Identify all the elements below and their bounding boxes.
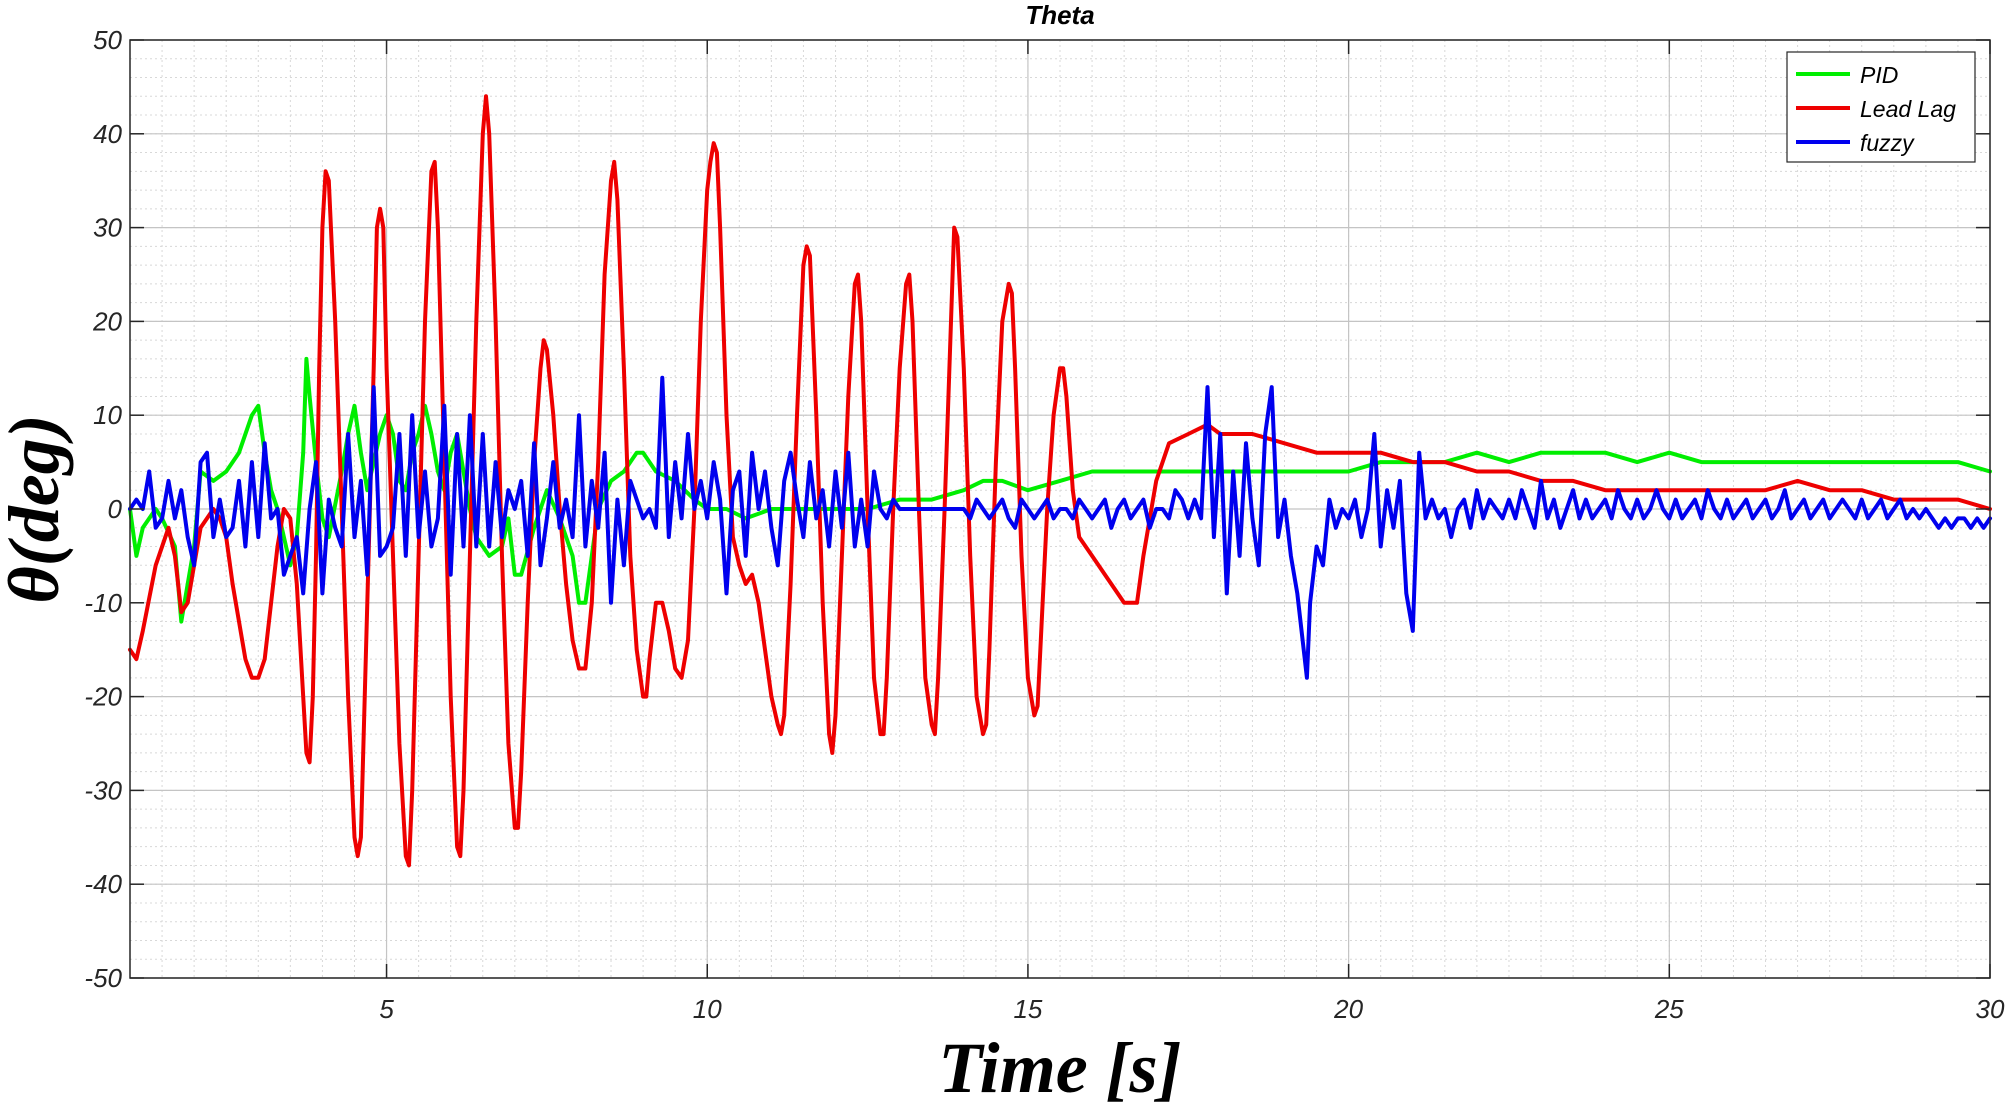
- legend-label-pid: PID: [1860, 62, 1898, 88]
- y-tick-label: -30: [84, 775, 122, 805]
- y-tick-label: 50: [93, 25, 122, 55]
- plot-area: [128, 39, 1992, 979]
- y-tick-label: 30: [93, 213, 122, 243]
- y-tick-label: 20: [92, 306, 122, 336]
- series-line-fuzzy: [128, 375, 1992, 680]
- x-tick-label: 30: [1976, 994, 2005, 1024]
- chart-title: Theta: [1025, 0, 1094, 30]
- x-axis-label: Time [s]: [938, 1028, 1181, 1108]
- x-tick-label: 25: [1654, 994, 1684, 1024]
- y-tick-label: -40: [84, 869, 122, 899]
- x-tick-label: 15: [1013, 994, 1042, 1024]
- y-tick-label: 40: [93, 119, 122, 149]
- y-tick-label: -20: [84, 682, 122, 712]
- ticks: [130, 39, 1991, 979]
- series-line-lead-lag: [128, 94, 1992, 868]
- legend-label-fuzzy: fuzzy: [1860, 130, 1915, 156]
- legend: PID Lead Lag fuzzy: [1786, 51, 1976, 163]
- y-tick-label: -10: [84, 588, 122, 618]
- y-tick-label: 0: [108, 494, 123, 524]
- tick-labels: 5 10 15 20 25 30 -50 -40 -30 -20 -10 0 10 20 30 40 50: [84, 25, 2005, 1024]
- legend-label-lead-lag: Lead Lag: [1860, 96, 1956, 122]
- y-tick-label: 10: [93, 400, 122, 430]
- x-tick-label: 10: [693, 994, 722, 1024]
- y-tick-label: -50: [84, 963, 122, 993]
- x-tick-label: 5: [379, 994, 394, 1024]
- y-axis-label: θ(deg): [0, 414, 74, 603]
- series-layer: [128, 94, 1992, 868]
- series-line-pid: [128, 356, 1992, 624]
- x-tick-label: 20: [1333, 994, 1363, 1024]
